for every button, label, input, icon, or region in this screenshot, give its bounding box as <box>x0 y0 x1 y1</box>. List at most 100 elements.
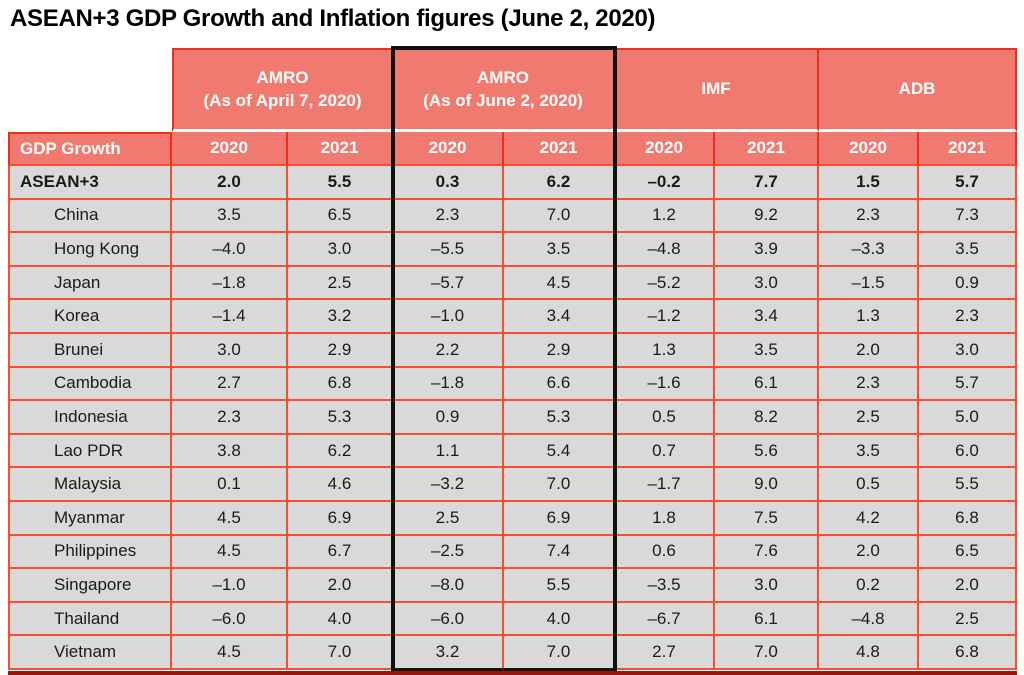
value-cell: 5.7 <box>919 367 1017 402</box>
value-cell: 2.3 <box>172 401 288 435</box>
value-cell: 3.5 <box>504 233 615 267</box>
row-label: Thailand <box>8 602 172 637</box>
value-cell: 3.5 <box>715 333 819 368</box>
value-cell: 3.0 <box>715 569 819 603</box>
value-cell: 0.5 <box>615 401 715 435</box>
year-header: 2021 <box>288 132 393 166</box>
value-cell: 7.7 <box>715 166 819 200</box>
year-header: 2020 <box>172 132 288 166</box>
value-cell: 6.6 <box>504 367 615 402</box>
value-cell: 3.2 <box>288 300 393 334</box>
row-label: Indonesia <box>8 401 172 435</box>
value-cell: 2.7 <box>615 636 715 670</box>
row-label: Brunei <box>8 333 172 368</box>
row-label: Japan <box>8 266 172 301</box>
value-cell: 2.5 <box>288 266 393 301</box>
value-cell: –1.4 <box>172 300 288 334</box>
value-cell: 2.3 <box>819 367 919 402</box>
value-cell: –6.7 <box>615 602 715 637</box>
value-cell: 2.0 <box>819 333 919 368</box>
value-cell: 4.5 <box>172 636 288 670</box>
value-cell: 4.5 <box>172 535 288 570</box>
value-cell: –1.0 <box>393 300 504 334</box>
value-cell: 3.9 <box>715 233 819 267</box>
value-cell: –0.2 <box>615 166 715 200</box>
value-cell: 6.5 <box>919 535 1017 570</box>
value-cell: 4.2 <box>819 501 919 536</box>
value-cell: 7.0 <box>504 468 615 502</box>
value-cell: 6.2 <box>288 434 393 469</box>
value-cell: –1.0 <box>172 569 288 603</box>
value-cell: 3.5 <box>172 199 288 234</box>
value-cell: 6.8 <box>919 636 1017 670</box>
value-cell: 5.5 <box>504 569 615 603</box>
value-cell: 0.9 <box>393 401 504 435</box>
year-header: 2021 <box>715 132 819 166</box>
value-cell: 6.8 <box>919 501 1017 536</box>
value-cell: –3.5 <box>615 569 715 603</box>
value-cell: 0.5 <box>819 468 919 502</box>
value-cell: 2.0 <box>919 569 1017 603</box>
value-cell: –5.2 <box>615 266 715 301</box>
value-cell: 8.2 <box>715 401 819 435</box>
row-label: Vietnam <box>8 636 172 670</box>
value-cell: –8.0 <box>393 569 504 603</box>
year-header: 2021 <box>919 132 1017 166</box>
year-header: 2020 <box>819 132 919 166</box>
value-cell: 2.0 <box>819 535 919 570</box>
value-cell: –5.5 <box>393 233 504 267</box>
value-cell: –1.8 <box>172 266 288 301</box>
year-header: 2020 <box>393 132 504 166</box>
year-header: 2020 <box>615 132 715 166</box>
value-cell: 2.3 <box>919 300 1017 334</box>
row-label: Lao PDR <box>8 434 172 469</box>
value-cell: 0.3 <box>393 166 504 200</box>
row-label: Korea <box>8 300 172 334</box>
value-cell: 2.0 <box>288 569 393 603</box>
group-header-amro-june: AMRO (As of June 2, 2020) <box>393 48 615 132</box>
value-cell: 7.0 <box>715 636 819 670</box>
year-header: 2021 <box>504 132 615 166</box>
row-label: Myanmar <box>8 501 172 536</box>
value-cell: 1.5 <box>819 166 919 200</box>
value-cell: 4.6 <box>288 468 393 502</box>
value-cell: 9.2 <box>715 199 819 234</box>
value-cell: 7.6 <box>715 535 819 570</box>
row-label: ASEAN+3 <box>8 166 172 200</box>
value-cell: 4.8 <box>819 636 919 670</box>
value-cell: 1.3 <box>819 300 919 334</box>
value-cell: –4.8 <box>819 602 919 637</box>
value-cell: 6.2 <box>504 166 615 200</box>
value-cell: 2.9 <box>288 333 393 368</box>
value-cell: –2.5 <box>393 535 504 570</box>
row-label: China <box>8 199 172 234</box>
value-cell: –1.2 <box>615 300 715 334</box>
value-cell: 2.5 <box>393 501 504 536</box>
value-cell: 3.0 <box>715 266 819 301</box>
value-cell: 3.5 <box>819 434 919 469</box>
value-cell: –6.0 <box>393 602 504 637</box>
value-cell: 6.1 <box>715 602 819 637</box>
value-cell: 5.3 <box>504 401 615 435</box>
value-cell: –4.0 <box>172 233 288 267</box>
row-label: Malaysia <box>8 468 172 502</box>
table-corner-spacer <box>8 48 172 132</box>
value-cell: 6.5 <box>288 199 393 234</box>
row-label: Philippines <box>8 535 172 570</box>
value-cell: 5.5 <box>288 166 393 200</box>
value-cell: 7.0 <box>504 199 615 234</box>
row-label: Cambodia <box>8 367 172 402</box>
value-cell: –5.7 <box>393 266 504 301</box>
value-cell: 4.0 <box>504 602 615 637</box>
value-cell: –1.6 <box>615 367 715 402</box>
value-cell: 2.5 <box>819 401 919 435</box>
row-label: Singapore <box>8 569 172 603</box>
value-cell: 7.0 <box>288 636 393 670</box>
value-cell: 2.3 <box>819 199 919 234</box>
value-cell: 4.5 <box>504 266 615 301</box>
value-cell: 2.2 <box>393 333 504 368</box>
row-label: Hong Kong <box>8 233 172 267</box>
value-cell: 3.5 <box>919 233 1017 267</box>
group-header-imf: IMF <box>615 48 819 132</box>
gdp-table: AMRO (As of April 7, 2020) AMRO (As of Ju… <box>8 48 1017 670</box>
